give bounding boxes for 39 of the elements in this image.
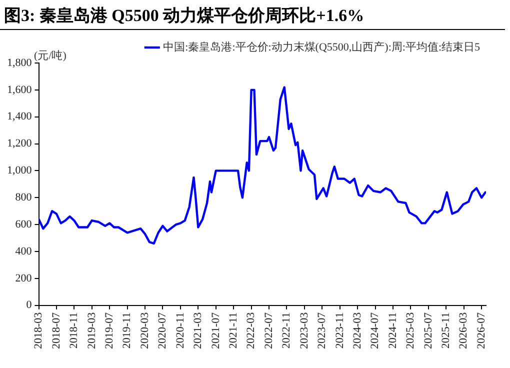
x-tick-label: 2019-07 [103, 312, 116, 350]
x-tick-label: 2018-07 [50, 312, 62, 350]
x-tick-label: 2025-11 [440, 312, 452, 349]
x-tick-label: 2019-03 [86, 312, 98, 350]
y-tick-label: 200 [15, 272, 32, 284]
x-tick-label: 2022-11 [280, 312, 293, 349]
x-tick-label: 2021-07 [210, 312, 222, 350]
x-tick-label: 2021-11 [227, 312, 240, 349]
y-tick-label: 800 [15, 192, 32, 204]
x-tick-label: 2020-07 [156, 312, 169, 350]
y-tick-label: 1,800 [7, 56, 32, 69]
y-tick-label: 1,600 [7, 84, 32, 96]
y-tick-label: 600 [15, 218, 32, 230]
x-tick-label: 2024-11 [386, 312, 399, 349]
y-tick-label: 1,400 [7, 110, 32, 123]
x-tick-label: 2023-03 [298, 312, 310, 350]
y-tick-label: 1,000 [7, 164, 32, 177]
chart-title: 图3: 秦皇岛港 Q5500 动力煤平仓价周环比+1.6% [4, 5, 364, 27]
x-tick-label: 2018-11 [68, 312, 80, 349]
x-tick-label: 2020-03 [138, 312, 151, 350]
x-tick-label: 2026-03 [458, 312, 470, 350]
x-tick-label: 2023-11 [334, 312, 346, 349]
x-tick-label: 2023-07 [316, 312, 328, 350]
x-tick-label: 2021-03 [192, 312, 204, 350]
y-tick-label: 400 [15, 245, 32, 258]
x-tick-label: 2024-07 [369, 312, 382, 350]
x-tick-label: 2024-03 [351, 312, 364, 350]
x-tick-label: 2020-11 [174, 312, 186, 349]
x-tick-label: 2019-11 [121, 312, 134, 349]
y-axis-title: (元/吨) [34, 49, 66, 63]
y-tick-label: 0 [26, 299, 32, 312]
x-tick-label: 2025-03 [404, 312, 417, 350]
y-tick-label: 1,200 [7, 138, 32, 150]
x-tick-label: 2026-07 [475, 312, 488, 350]
x-tick-label: 2018-03 [32, 312, 45, 350]
x-tick-label: 2022-07 [262, 312, 275, 350]
x-tick-label: 2022-03 [245, 312, 258, 350]
legend-label: 中国:秦皇岛港:平仓价:动力末煤(Q5500,山西产):周:平均值:结束日5 [163, 40, 480, 54]
x-tick-label: 2025-07 [422, 312, 434, 350]
